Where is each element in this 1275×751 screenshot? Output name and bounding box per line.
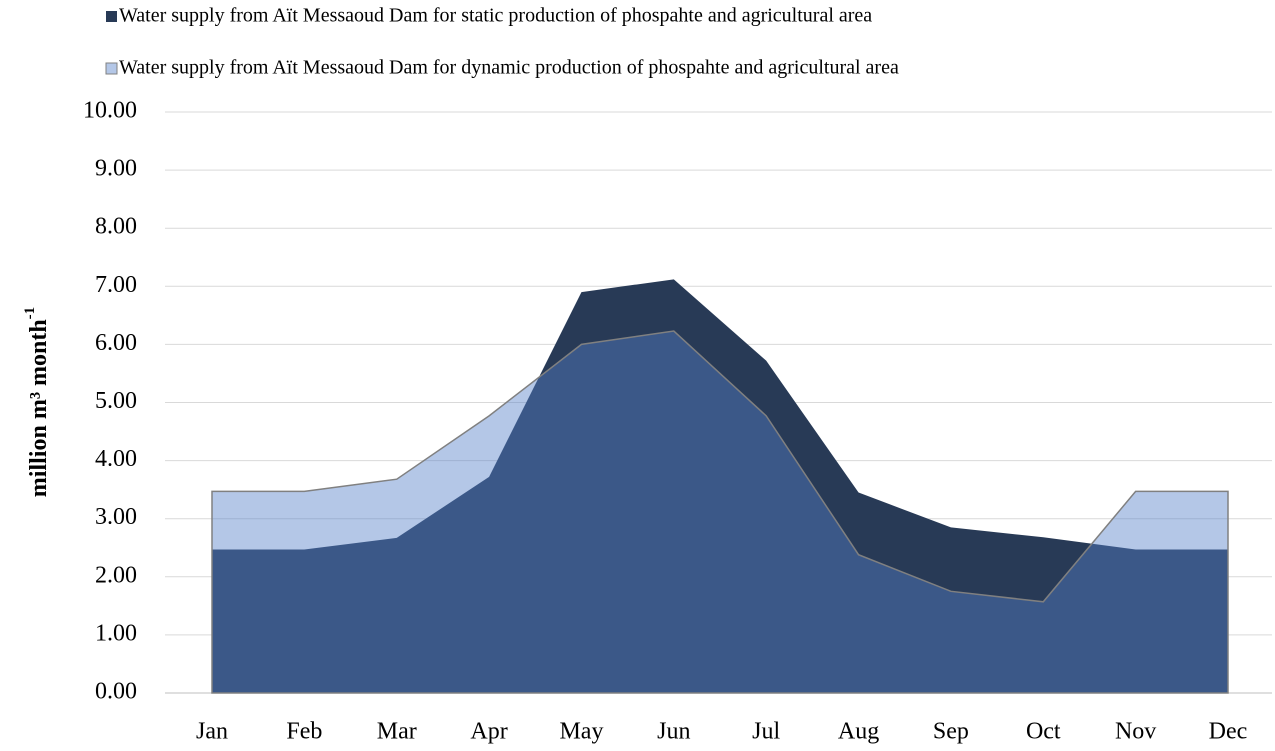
x-tick-label: Apr <box>470 719 507 745</box>
x-tick-label: Sep <box>933 719 969 745</box>
x-tick-label: Aug <box>838 719 879 745</box>
legend-label: Water supply from Aït Messaoud Dam for s… <box>119 5 872 27</box>
y-tick-label: 9.00 <box>95 156 137 182</box>
x-tick-label: Oct <box>1026 719 1061 745</box>
y-tick-label: 8.00 <box>95 214 137 240</box>
x-tick-label: Jun <box>657 719 690 745</box>
x-tick-label: Feb <box>286 719 322 745</box>
x-tick-label: Dec <box>1209 719 1248 745</box>
y-axis-label-sup: -1 <box>22 307 38 320</box>
y-tick-label: 6.00 <box>95 330 137 356</box>
legend-label: Water supply from Aït Messaoud Dam for d… <box>119 57 899 79</box>
x-tick-label: Jan <box>196 719 228 745</box>
y-tick-label: 3.00 <box>95 504 137 530</box>
area <box>211 330 1229 694</box>
y-tick-label: 4.00 <box>95 446 137 472</box>
y-tick-label: 2.00 <box>95 562 137 588</box>
x-tick-label: Nov <box>1115 719 1156 745</box>
legend-swatch <box>105 62 118 75</box>
area <box>212 279 1228 693</box>
y-axis-label-main: million m³ month <box>26 319 52 497</box>
y-tick-label: 10.00 <box>83 98 137 124</box>
x-tick-label: May <box>559 719 603 745</box>
y-tick-label: 1.00 <box>95 620 137 646</box>
y-tick-label: 5.00 <box>95 388 137 414</box>
y-tick-label: 0.00 <box>95 679 137 705</box>
y-tick-label: 7.00 <box>95 272 137 298</box>
x-tick-label: Jul <box>752 719 780 745</box>
x-tick-label: Mar <box>377 719 417 745</box>
legend-swatch <box>106 11 117 22</box>
y-axis-label: million m³ month-1 <box>22 307 51 497</box>
